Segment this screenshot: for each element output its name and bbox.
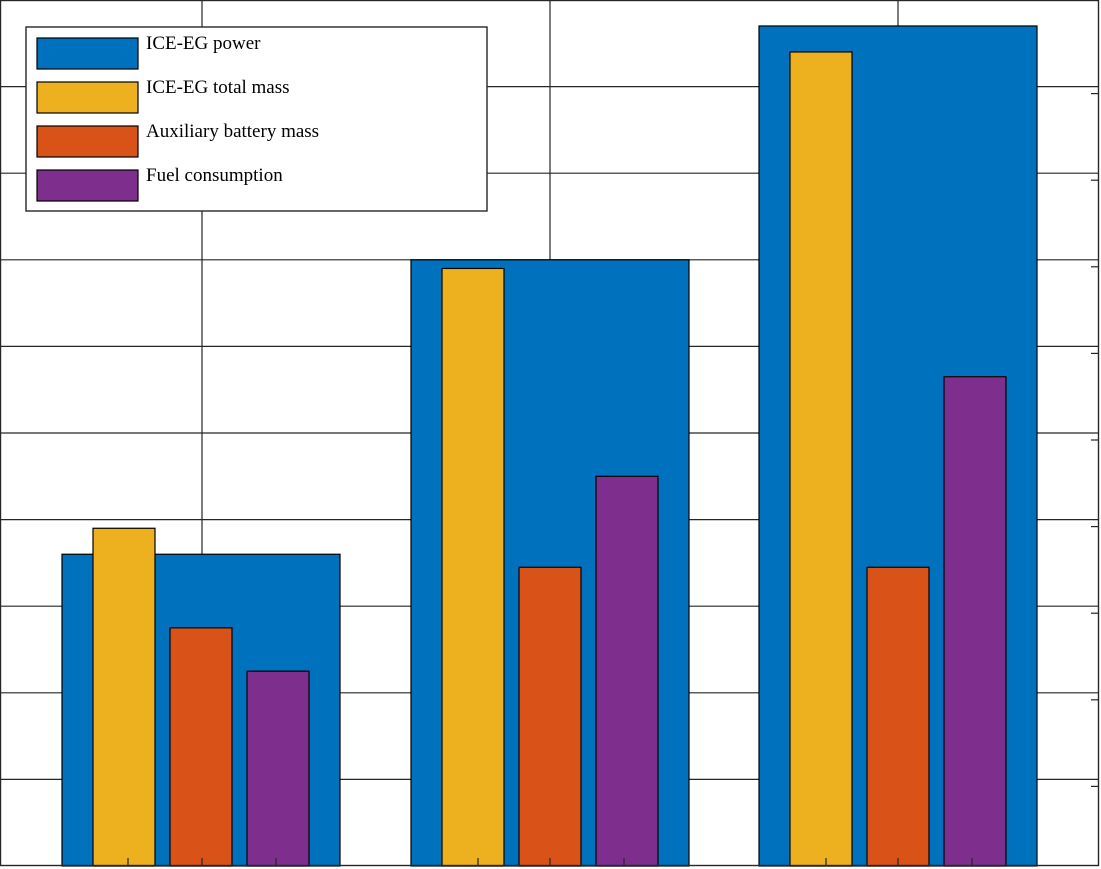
legend-swatch <box>36 81 139 114</box>
legend: ICE-EG power ICE-EG total mass Auxiliary b… <box>25 26 488 212</box>
legend-label: Fuel consumption <box>146 165 283 186</box>
bar-marks <box>61 25 1038 867</box>
bar-ice-eg-total-mass <box>92 527 156 867</box>
bar-ice-eg-total-mass <box>789 51 853 867</box>
legend-swatch <box>36 125 139 158</box>
bar-auxiliary-battery-mass <box>866 566 930 867</box>
legend-swatch <box>36 37 139 70</box>
bar-fuel-consumption <box>595 475 659 867</box>
legend-label: Auxiliary battery mass <box>146 121 319 142</box>
legend-swatch <box>36 169 139 202</box>
legend-label: ICE-EG power <box>146 33 261 54</box>
bar-fuel-consumption <box>246 670 310 867</box>
bar-auxiliary-battery-mass <box>169 627 233 867</box>
bar-auxiliary-battery-mass <box>518 566 582 867</box>
bar-ice-eg-total-mass <box>441 267 505 867</box>
bar-fuel-consumption <box>943 376 1007 867</box>
legend-label: ICE-EG total mass <box>146 77 290 98</box>
